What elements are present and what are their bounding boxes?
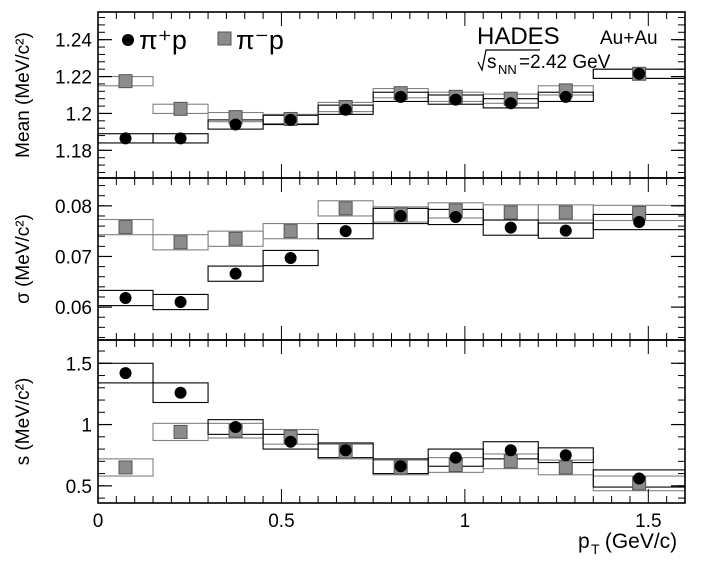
data-point-sigma-pi-minus	[503, 205, 518, 220]
y-tick-label-sigma: 0.06	[55, 298, 92, 319]
data-point-s-pi-plus	[284, 435, 297, 448]
energy-symbol: s	[487, 52, 497, 73]
experiment-name: HADES	[477, 23, 560, 50]
y-tick-label-mean: 1.18	[55, 141, 92, 162]
data-point-sigma-pi-minus	[283, 224, 298, 239]
x-tick-label: 0	[93, 511, 104, 532]
data-point-sigma-pi-plus	[633, 216, 646, 229]
x-axis-label: p	[578, 530, 590, 553]
data-point-mean-pi-minus	[173, 101, 188, 116]
collision-system: Au+Au	[600, 28, 658, 49]
energy-subscript: NN	[498, 62, 517, 77]
sys-box-sigma-pi-plus	[207, 265, 264, 282]
y-tick-label-mean: 1.24	[55, 31, 92, 52]
data-point-sigma-pi-plus	[339, 225, 352, 238]
legend: π⁺p π⁻p	[122, 25, 284, 55]
x-axis-label-sub: T	[591, 541, 600, 557]
data-point-sigma-pi-plus	[229, 267, 242, 280]
data-point-s-pi-plus	[559, 449, 572, 462]
data-point-sigma-pi-plus	[449, 210, 462, 223]
data-point-mean-pi-plus	[119, 132, 132, 145]
data-point-s-pi-plus	[174, 386, 187, 399]
data-point-sigma-pi-minus	[118, 220, 133, 235]
data-point-s-pi-plus	[119, 367, 132, 380]
data-point-s-pi-minus	[558, 460, 573, 475]
x-tick-label: 1.5	[635, 511, 661, 532]
data-point-s-pi-minus	[503, 454, 518, 469]
x-axis-title: p T (GeV/c)	[578, 530, 677, 557]
data-point-mean-pi-plus	[229, 118, 242, 131]
data-point-mean-pi-plus	[284, 113, 297, 126]
experiment-annotation: HADES Au+Au s NN =2.42 GeV	[477, 23, 658, 77]
y-tick-label-mean: 1.22	[55, 68, 92, 89]
y-tick-label-sigma: 0.08	[55, 197, 92, 218]
panel-frame-sigma	[97, 177, 686, 341]
y-tick-label-s: 1.5	[66, 354, 92, 375]
label-layer: 1.18 1.2 1.22 1.24 Mean (MeV/c²) 0.06 0.07 0.08…	[13, 31, 662, 532]
data-point-mean-pi-plus	[394, 90, 407, 103]
y-axis-title-mean: Mean (MeV/c²)	[13, 32, 34, 158]
y-tick-label-mean: 1.2	[66, 104, 92, 125]
x-axis-label-unit: (GeV/c)	[599, 530, 677, 553]
legend-marker-pi-minus	[217, 31, 232, 46]
sqrt-symbol	[477, 49, 540, 72]
data-point-sigma-pi-minus	[173, 235, 188, 250]
y-axis-title-s: s (MeV/c²)	[13, 378, 34, 466]
y-tick-label-s: 1	[81, 416, 92, 437]
legend-marker-pi-plus	[122, 34, 134, 46]
data-point-mean-pi-plus	[559, 90, 572, 103]
data-point-sigma-pi-plus	[174, 296, 187, 309]
data-points-layer	[118, 66, 647, 491]
data-point-mean-pi-plus	[504, 97, 517, 110]
sys-box-sigma-pi-plus	[262, 249, 319, 267]
sys-box-s-pi-plus	[152, 382, 209, 404]
data-point-mean-pi-plus	[339, 103, 352, 116]
data-point-s-pi-plus	[229, 421, 242, 434]
data-point-s-pi-minus	[173, 424, 188, 439]
y-axis-title-sigma: σ (MeV/c²)	[13, 214, 34, 304]
data-point-s-pi-plus	[504, 444, 517, 457]
data-point-mean-pi-plus	[174, 132, 187, 145]
data-point-s-pi-plus	[449, 451, 462, 464]
data-point-sigma-pi-plus	[559, 224, 572, 237]
data-point-sigma-pi-minus	[228, 231, 243, 246]
data-point-sigma-pi-plus	[119, 291, 132, 304]
legend-label-pi-plus: π⁺p	[139, 25, 187, 55]
data-point-sigma-pi-minus	[338, 201, 353, 216]
tick-layer	[97, 12, 686, 503]
sys-box-sigma-pi-plus	[537, 222, 594, 239]
y-tick-label-sigma: 0.07	[55, 247, 92, 268]
panel-frame-s	[97, 339, 686, 504]
data-point-sigma-pi-plus	[394, 209, 407, 222]
x-tick-label: 1	[460, 511, 471, 532]
sys-box-sigma-pi-plus	[317, 223, 374, 240]
data-point-mean-pi-plus	[633, 67, 646, 80]
x-tick-label: 0.5	[268, 511, 294, 532]
sys-box-sigma-pi-plus	[152, 293, 209, 311]
data-point-sigma-pi-plus	[284, 251, 297, 264]
data-point-s-pi-plus	[633, 472, 646, 485]
data-point-sigma-pi-minus	[558, 205, 573, 220]
data-point-mean-pi-plus	[449, 93, 462, 106]
data-point-mean-pi-minus	[118, 74, 133, 89]
data-point-s-pi-plus	[339, 444, 352, 457]
legend-label-pi-minus: π⁻p	[236, 25, 284, 55]
data-point-s-pi-plus	[394, 460, 407, 473]
energy-value: =2.42 GeV	[519, 52, 611, 73]
data-point-sigma-pi-plus	[504, 221, 517, 234]
data-point-s-pi-minus	[118, 460, 133, 475]
y-tick-label-s: 0.5	[66, 477, 92, 498]
